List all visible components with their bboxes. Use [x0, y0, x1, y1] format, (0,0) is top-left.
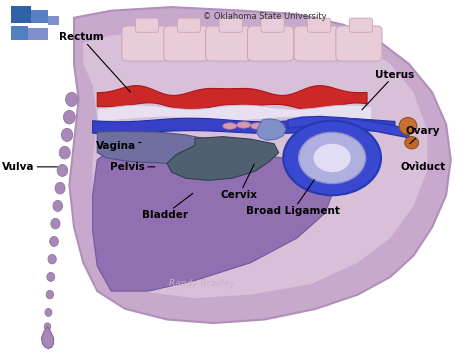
FancyBboxPatch shape: [122, 26, 168, 61]
Ellipse shape: [57, 164, 68, 176]
Circle shape: [299, 132, 365, 184]
Ellipse shape: [45, 308, 52, 316]
FancyBboxPatch shape: [261, 18, 284, 32]
Ellipse shape: [53, 201, 63, 211]
Ellipse shape: [237, 122, 251, 128]
Text: Pelvis: Pelvis: [110, 162, 155, 172]
Text: Vulva: Vulva: [2, 162, 57, 172]
Ellipse shape: [44, 323, 51, 330]
Ellipse shape: [251, 123, 264, 129]
Ellipse shape: [223, 123, 237, 129]
Ellipse shape: [65, 92, 78, 106]
Ellipse shape: [51, 218, 60, 229]
Ellipse shape: [61, 129, 73, 141]
FancyBboxPatch shape: [136, 18, 159, 32]
FancyBboxPatch shape: [349, 18, 373, 32]
FancyBboxPatch shape: [294, 26, 340, 61]
FancyBboxPatch shape: [177, 18, 201, 32]
Text: Bladder: Bladder: [142, 193, 193, 220]
Ellipse shape: [55, 182, 65, 194]
Bar: [48, 16, 59, 25]
Text: Rectum: Rectum: [59, 32, 130, 92]
Polygon shape: [41, 327, 54, 349]
Polygon shape: [97, 131, 204, 163]
Polygon shape: [83, 28, 428, 298]
Ellipse shape: [59, 146, 70, 159]
Polygon shape: [257, 119, 286, 140]
Ellipse shape: [50, 236, 58, 246]
Polygon shape: [69, 7, 451, 323]
Text: Vagina: Vagina: [96, 141, 141, 151]
Ellipse shape: [48, 255, 56, 264]
FancyBboxPatch shape: [308, 18, 331, 32]
FancyBboxPatch shape: [247, 26, 293, 61]
Circle shape: [313, 144, 351, 172]
Text: Uterus: Uterus: [362, 70, 415, 110]
Circle shape: [283, 121, 381, 195]
Text: Randy Bradley: Randy Bradley: [169, 279, 235, 289]
Text: Cervix: Cervix: [220, 164, 258, 200]
Ellipse shape: [47, 272, 55, 282]
FancyBboxPatch shape: [206, 26, 252, 61]
Polygon shape: [288, 116, 409, 138]
Polygon shape: [97, 86, 367, 111]
Text: Oviduct: Oviduct: [400, 162, 446, 172]
Polygon shape: [92, 118, 395, 133]
Ellipse shape: [399, 118, 417, 135]
Polygon shape: [92, 149, 335, 291]
FancyBboxPatch shape: [164, 26, 210, 61]
Polygon shape: [167, 137, 279, 180]
Ellipse shape: [46, 290, 54, 299]
Bar: [11, 26, 27, 40]
Text: © Oklahoma State University: © Oklahoma State University: [203, 12, 327, 21]
FancyBboxPatch shape: [336, 26, 382, 61]
Text: Broad Ligament: Broad Ligament: [246, 180, 339, 216]
Bar: [28, 28, 48, 40]
Bar: [11, 6, 31, 23]
Ellipse shape: [405, 136, 419, 149]
Polygon shape: [97, 105, 372, 121]
Ellipse shape: [64, 110, 75, 124]
FancyBboxPatch shape: [219, 18, 242, 32]
Bar: [31, 10, 47, 23]
Text: Ovary: Ovary: [406, 126, 440, 144]
